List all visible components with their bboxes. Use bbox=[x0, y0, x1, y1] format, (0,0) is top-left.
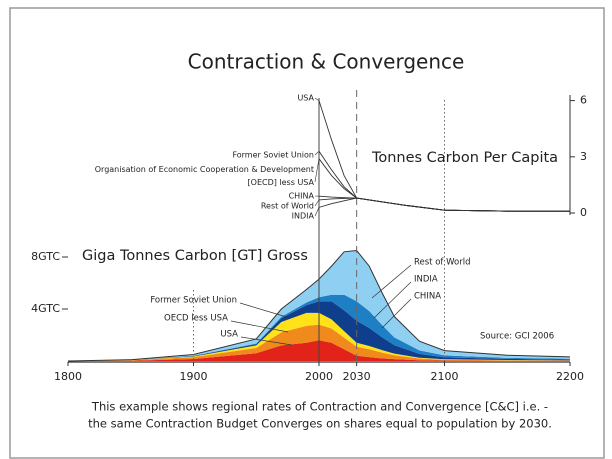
frame bbox=[9, 7, 605, 459]
y-tick-label: 8GTC bbox=[31, 250, 60, 263]
series-label: USA bbox=[297, 94, 314, 103]
x-tick-label: 2100 bbox=[431, 370, 459, 383]
page-title: Contraction & Convergence bbox=[188, 50, 465, 74]
series-label: CHINA bbox=[289, 192, 315, 201]
leader-line bbox=[373, 281, 412, 319]
leader-line bbox=[314, 150, 320, 156]
leader-line bbox=[239, 302, 291, 319]
series-label: Rest of World bbox=[414, 258, 470, 268]
series-label: INDIA bbox=[292, 212, 315, 221]
y-tick-label: 3 bbox=[580, 150, 587, 163]
x-tick-label: 2030 bbox=[343, 370, 371, 383]
leader-line bbox=[314, 207, 320, 217]
x-tick-label: 2200 bbox=[556, 370, 584, 383]
y-tick-label: 6 bbox=[580, 94, 587, 107]
leader-line bbox=[314, 158, 320, 183]
series-label: Former Soviet Union bbox=[150, 296, 237, 306]
caption: the same Contraction Budget Converges on… bbox=[88, 417, 552, 431]
series-label: CHINA bbox=[414, 292, 441, 302]
series-label: Former Soviet Union bbox=[232, 151, 314, 160]
chart-title: Giga Tonnes Carbon [GT] Gross bbox=[82, 248, 308, 264]
series-label-line: Organisation of Economic Cooperation & D… bbox=[95, 165, 314, 174]
leader-line bbox=[381, 298, 412, 329]
series-label: Rest of World bbox=[261, 202, 314, 211]
annotation: Source: GCI 2006 bbox=[480, 332, 554, 342]
series-label: OECD less USA bbox=[164, 314, 228, 324]
x-tick-label: 2000 bbox=[305, 370, 333, 383]
y-tick-label: 0 bbox=[580, 206, 587, 219]
chart-title: Tonnes Carbon Per Capita bbox=[371, 150, 558, 166]
leader-line bbox=[240, 336, 293, 346]
series-label: INDIA bbox=[414, 275, 438, 285]
line bbox=[318, 197, 570, 212]
series-label: USA bbox=[220, 330, 238, 340]
leader-line bbox=[230, 320, 289, 333]
series-label: Organisation of Economic Cooperation & D… bbox=[95, 165, 315, 187]
x-tick-label: 1800 bbox=[54, 370, 82, 383]
leader-line bbox=[314, 199, 320, 207]
area-outline bbox=[67, 249, 571, 362]
leader-line bbox=[371, 264, 412, 299]
caption: This example shows regional rates of Con… bbox=[91, 400, 548, 414]
x-tick-label: 1900 bbox=[180, 370, 208, 383]
series-label-line: [OECD] less USA bbox=[248, 178, 315, 187]
y-tick-label: 4GTC bbox=[31, 302, 60, 315]
leader-line bbox=[314, 97, 320, 101]
